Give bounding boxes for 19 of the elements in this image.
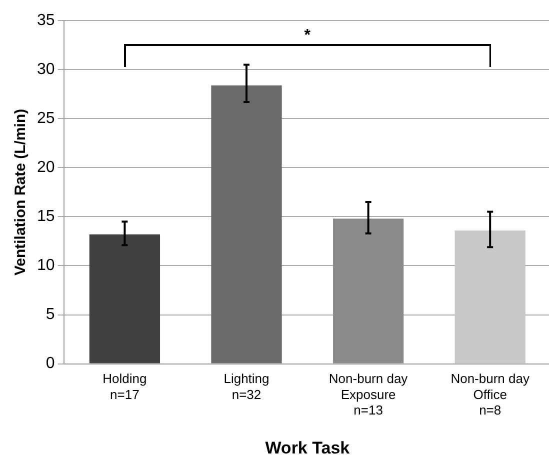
x-tick-label: Holding n=17 <box>102 371 147 402</box>
x-axis-title: Work Task <box>265 438 350 455</box>
y-tick-label: 30 <box>37 61 55 78</box>
bar <box>89 234 160 364</box>
bar <box>454 230 526 364</box>
y-axis-title: Ventilation Rate (L/min) <box>12 108 30 276</box>
y-tick-label: 25 <box>37 110 55 128</box>
x-tick-label: Lighting n=32 <box>224 371 270 402</box>
y-tick-label: 5 <box>46 306 55 324</box>
bar <box>211 85 282 364</box>
y-tick-label: 0 <box>46 355 55 372</box>
y-tick-label: 20 <box>37 159 55 176</box>
y-tick-label: 35 <box>37 12 55 30</box>
annotation: * <box>304 27 312 44</box>
bar <box>332 218 404 364</box>
y-tick-label: 10 <box>37 257 55 274</box>
x-tick-label: Non-burn day Office n=8 <box>450 371 530 418</box>
x-tick-label: Non-burn day Exposure n=13 <box>328 371 408 418</box>
y-tick-label: 15 <box>37 208 55 226</box>
